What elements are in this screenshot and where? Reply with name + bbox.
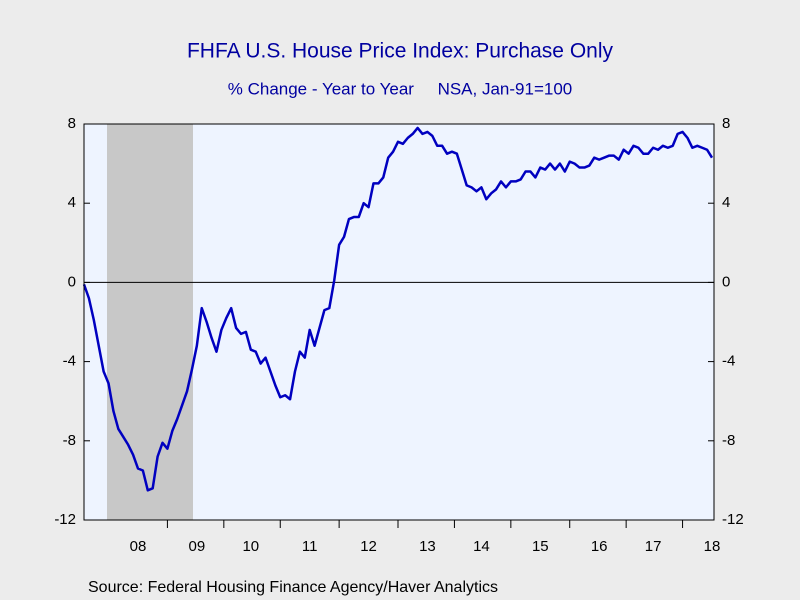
y-tick-label: -12: [54, 511, 76, 528]
y2-tick-label: 4: [722, 194, 730, 211]
x-tick-label: 11: [302, 538, 318, 555]
y-tick-label: 0: [68, 273, 76, 290]
y2-tick-label: -8: [722, 432, 735, 449]
y2-tick-label: -12: [722, 511, 744, 528]
recession-shading: [107, 124, 193, 520]
x-tick-label: 09: [189, 538, 206, 555]
y-tick-label: 4: [68, 194, 76, 211]
x-tick-label: 08: [130, 538, 147, 555]
y-tick-label: 8: [68, 115, 76, 132]
y2-tick-label: 0: [722, 273, 730, 290]
y2-tick-label: 8: [722, 115, 730, 132]
x-tick-label: 16: [591, 538, 608, 555]
chart-title: FHFA U.S. House Price Index: Purchase On…: [187, 40, 614, 63]
y2-tick-label: -4: [722, 353, 735, 370]
x-tick-label: 12: [360, 538, 377, 555]
x-tick-label: 14: [473, 538, 490, 555]
chart-subtitle: % Change - Year to Year NSA, Jan-91=100: [228, 79, 573, 98]
source-note: Source: Federal Housing Finance Agency/H…: [88, 579, 498, 596]
x-tick-label: 17: [645, 538, 662, 555]
y-tick-label: -4: [63, 353, 76, 370]
x-tick-label: 13: [419, 538, 436, 555]
y-tick-label: -8: [63, 432, 76, 449]
x-tick-label: 15: [532, 538, 549, 555]
data-line: [82, 126, 714, 492]
x-tick-label: 10: [242, 538, 259, 555]
x-tick-label: 18: [704, 538, 721, 555]
plot-frame: [83, 123, 715, 521]
